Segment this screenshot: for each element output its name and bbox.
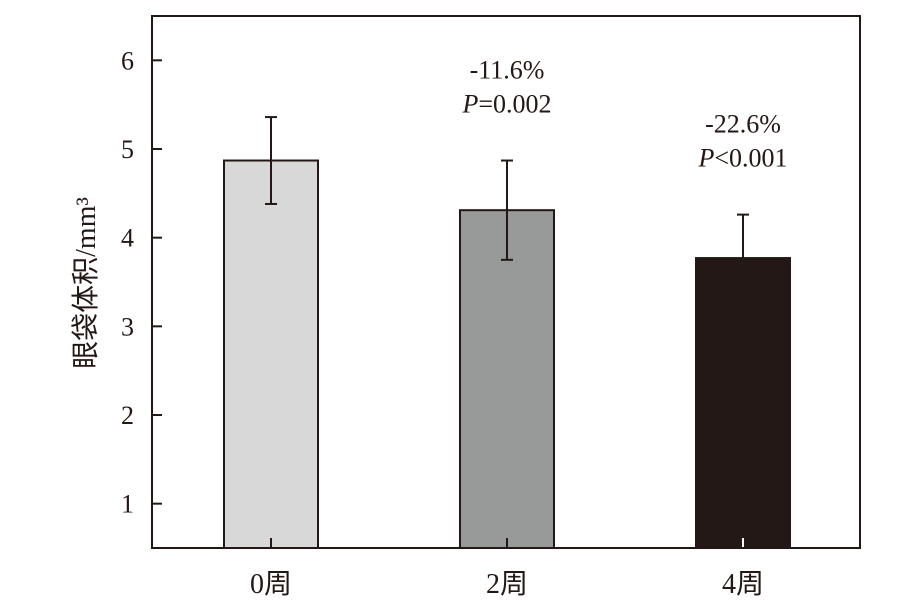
x-tick-label: 4周 xyxy=(722,569,764,600)
y-tick-label: 3 xyxy=(121,312,134,341)
annotation-p-value: P<0.001 xyxy=(697,144,787,173)
y-tick-label: 1 xyxy=(121,490,134,519)
x-tick-label: 0周 xyxy=(250,569,292,600)
annotation-p-value: P=0.002 xyxy=(461,90,551,119)
plot-frame xyxy=(151,15,861,549)
annotation-change: -22.6% xyxy=(705,110,781,139)
error-bar xyxy=(265,116,277,205)
y-axis-label: 眼袋体积/mm³ xyxy=(70,197,102,369)
error-bar xyxy=(737,213,749,303)
bar-0周 xyxy=(223,159,319,549)
y-tick-label: 5 xyxy=(121,135,134,164)
y-tick-label: 6 xyxy=(121,46,134,75)
y-tick-label: 2 xyxy=(121,401,134,430)
y-tick-label: 4 xyxy=(121,224,134,253)
x-tick-label: 2周 xyxy=(486,569,528,600)
annotation-change: -11.6% xyxy=(470,56,545,85)
bar-2周 xyxy=(459,209,555,549)
error-bar xyxy=(501,159,513,261)
